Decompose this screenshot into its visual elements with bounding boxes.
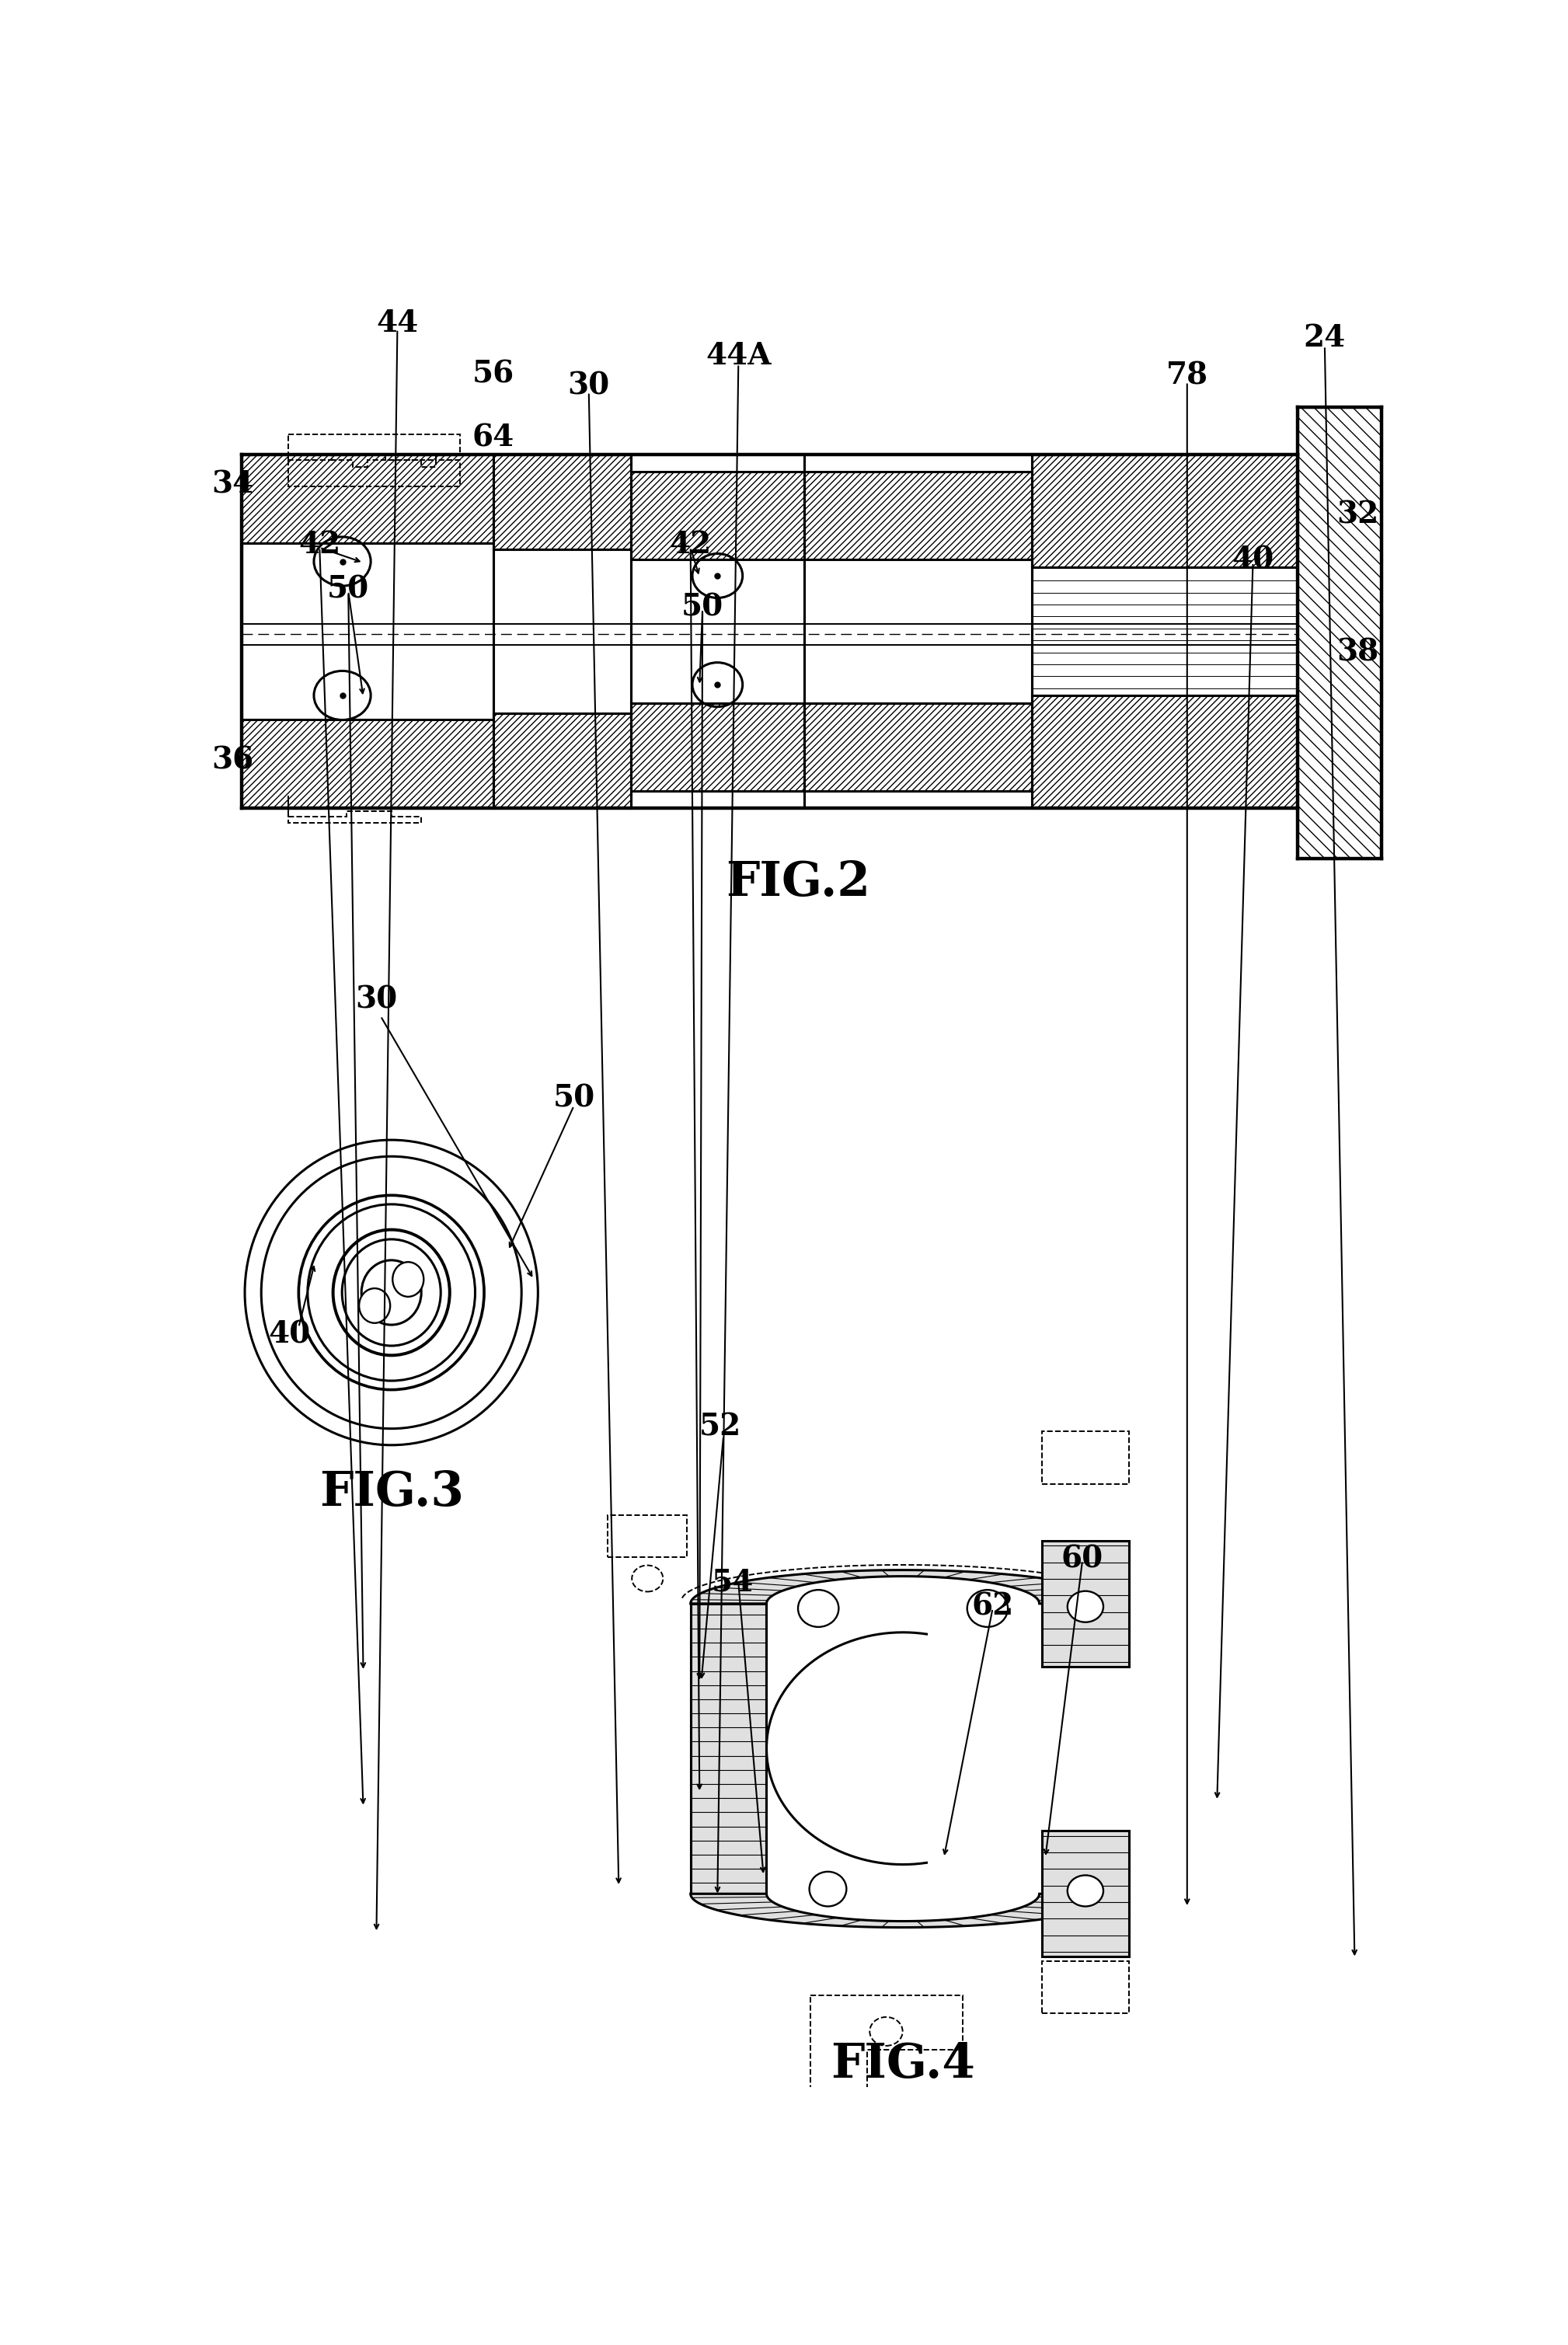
Bar (1032, 696, 1298, 809)
Text: 38: 38 (1336, 638, 1378, 666)
Text: 50: 50 (682, 593, 723, 621)
Text: 54: 54 (712, 1569, 754, 1597)
Ellipse shape (1068, 1590, 1104, 1623)
Bar (1032, 455, 1298, 567)
Text: 30: 30 (568, 371, 610, 401)
Text: 40: 40 (1232, 544, 1273, 575)
Text: FIG.2: FIG.2 (726, 858, 870, 905)
Text: FIG.3: FIG.3 (320, 1470, 464, 1517)
Text: 32: 32 (1336, 499, 1378, 530)
Polygon shape (690, 1604, 767, 1895)
Text: 62: 62 (972, 1592, 1014, 1620)
Text: 50: 50 (328, 575, 370, 605)
Bar (1043, 1430, 1129, 1484)
Text: 56: 56 (472, 359, 514, 389)
Ellipse shape (809, 1871, 847, 1906)
Bar (1043, 1541, 1129, 1667)
Bar (1298, 408, 1381, 858)
Bar (804, 704, 1032, 790)
Text: 42: 42 (298, 530, 340, 560)
Bar (608, 1515, 687, 1557)
Bar (630, 704, 804, 790)
Bar (630, 471, 804, 560)
Bar (804, 471, 1032, 560)
Bar (1043, 1960, 1129, 2014)
Polygon shape (690, 1895, 1115, 1928)
Text: 34: 34 (212, 469, 254, 499)
Text: 40: 40 (268, 1320, 310, 1348)
Ellipse shape (967, 1590, 1008, 1627)
Text: 36: 36 (212, 746, 254, 774)
Text: FIG.4: FIG.4 (831, 2040, 975, 2087)
Text: 50: 50 (554, 1083, 594, 1114)
Ellipse shape (392, 1262, 423, 1297)
Text: 52: 52 (699, 1412, 742, 1442)
Text: 30: 30 (356, 985, 398, 1013)
Bar (241, 455, 492, 544)
Bar (1043, 1831, 1129, 1956)
Ellipse shape (359, 1287, 390, 1323)
Bar (492, 713, 630, 809)
Text: 44: 44 (376, 310, 419, 338)
Text: 60: 60 (1062, 1543, 1104, 1573)
Bar (492, 455, 630, 549)
Ellipse shape (798, 1590, 839, 1627)
Text: 64: 64 (472, 424, 514, 453)
Text: 42: 42 (670, 530, 712, 560)
Text: 78: 78 (1167, 361, 1207, 392)
Polygon shape (690, 1571, 1115, 1604)
Text: 24: 24 (1303, 324, 1345, 354)
Text: 44A: 44A (706, 342, 771, 371)
Bar (241, 720, 492, 809)
Ellipse shape (1068, 1876, 1104, 1906)
